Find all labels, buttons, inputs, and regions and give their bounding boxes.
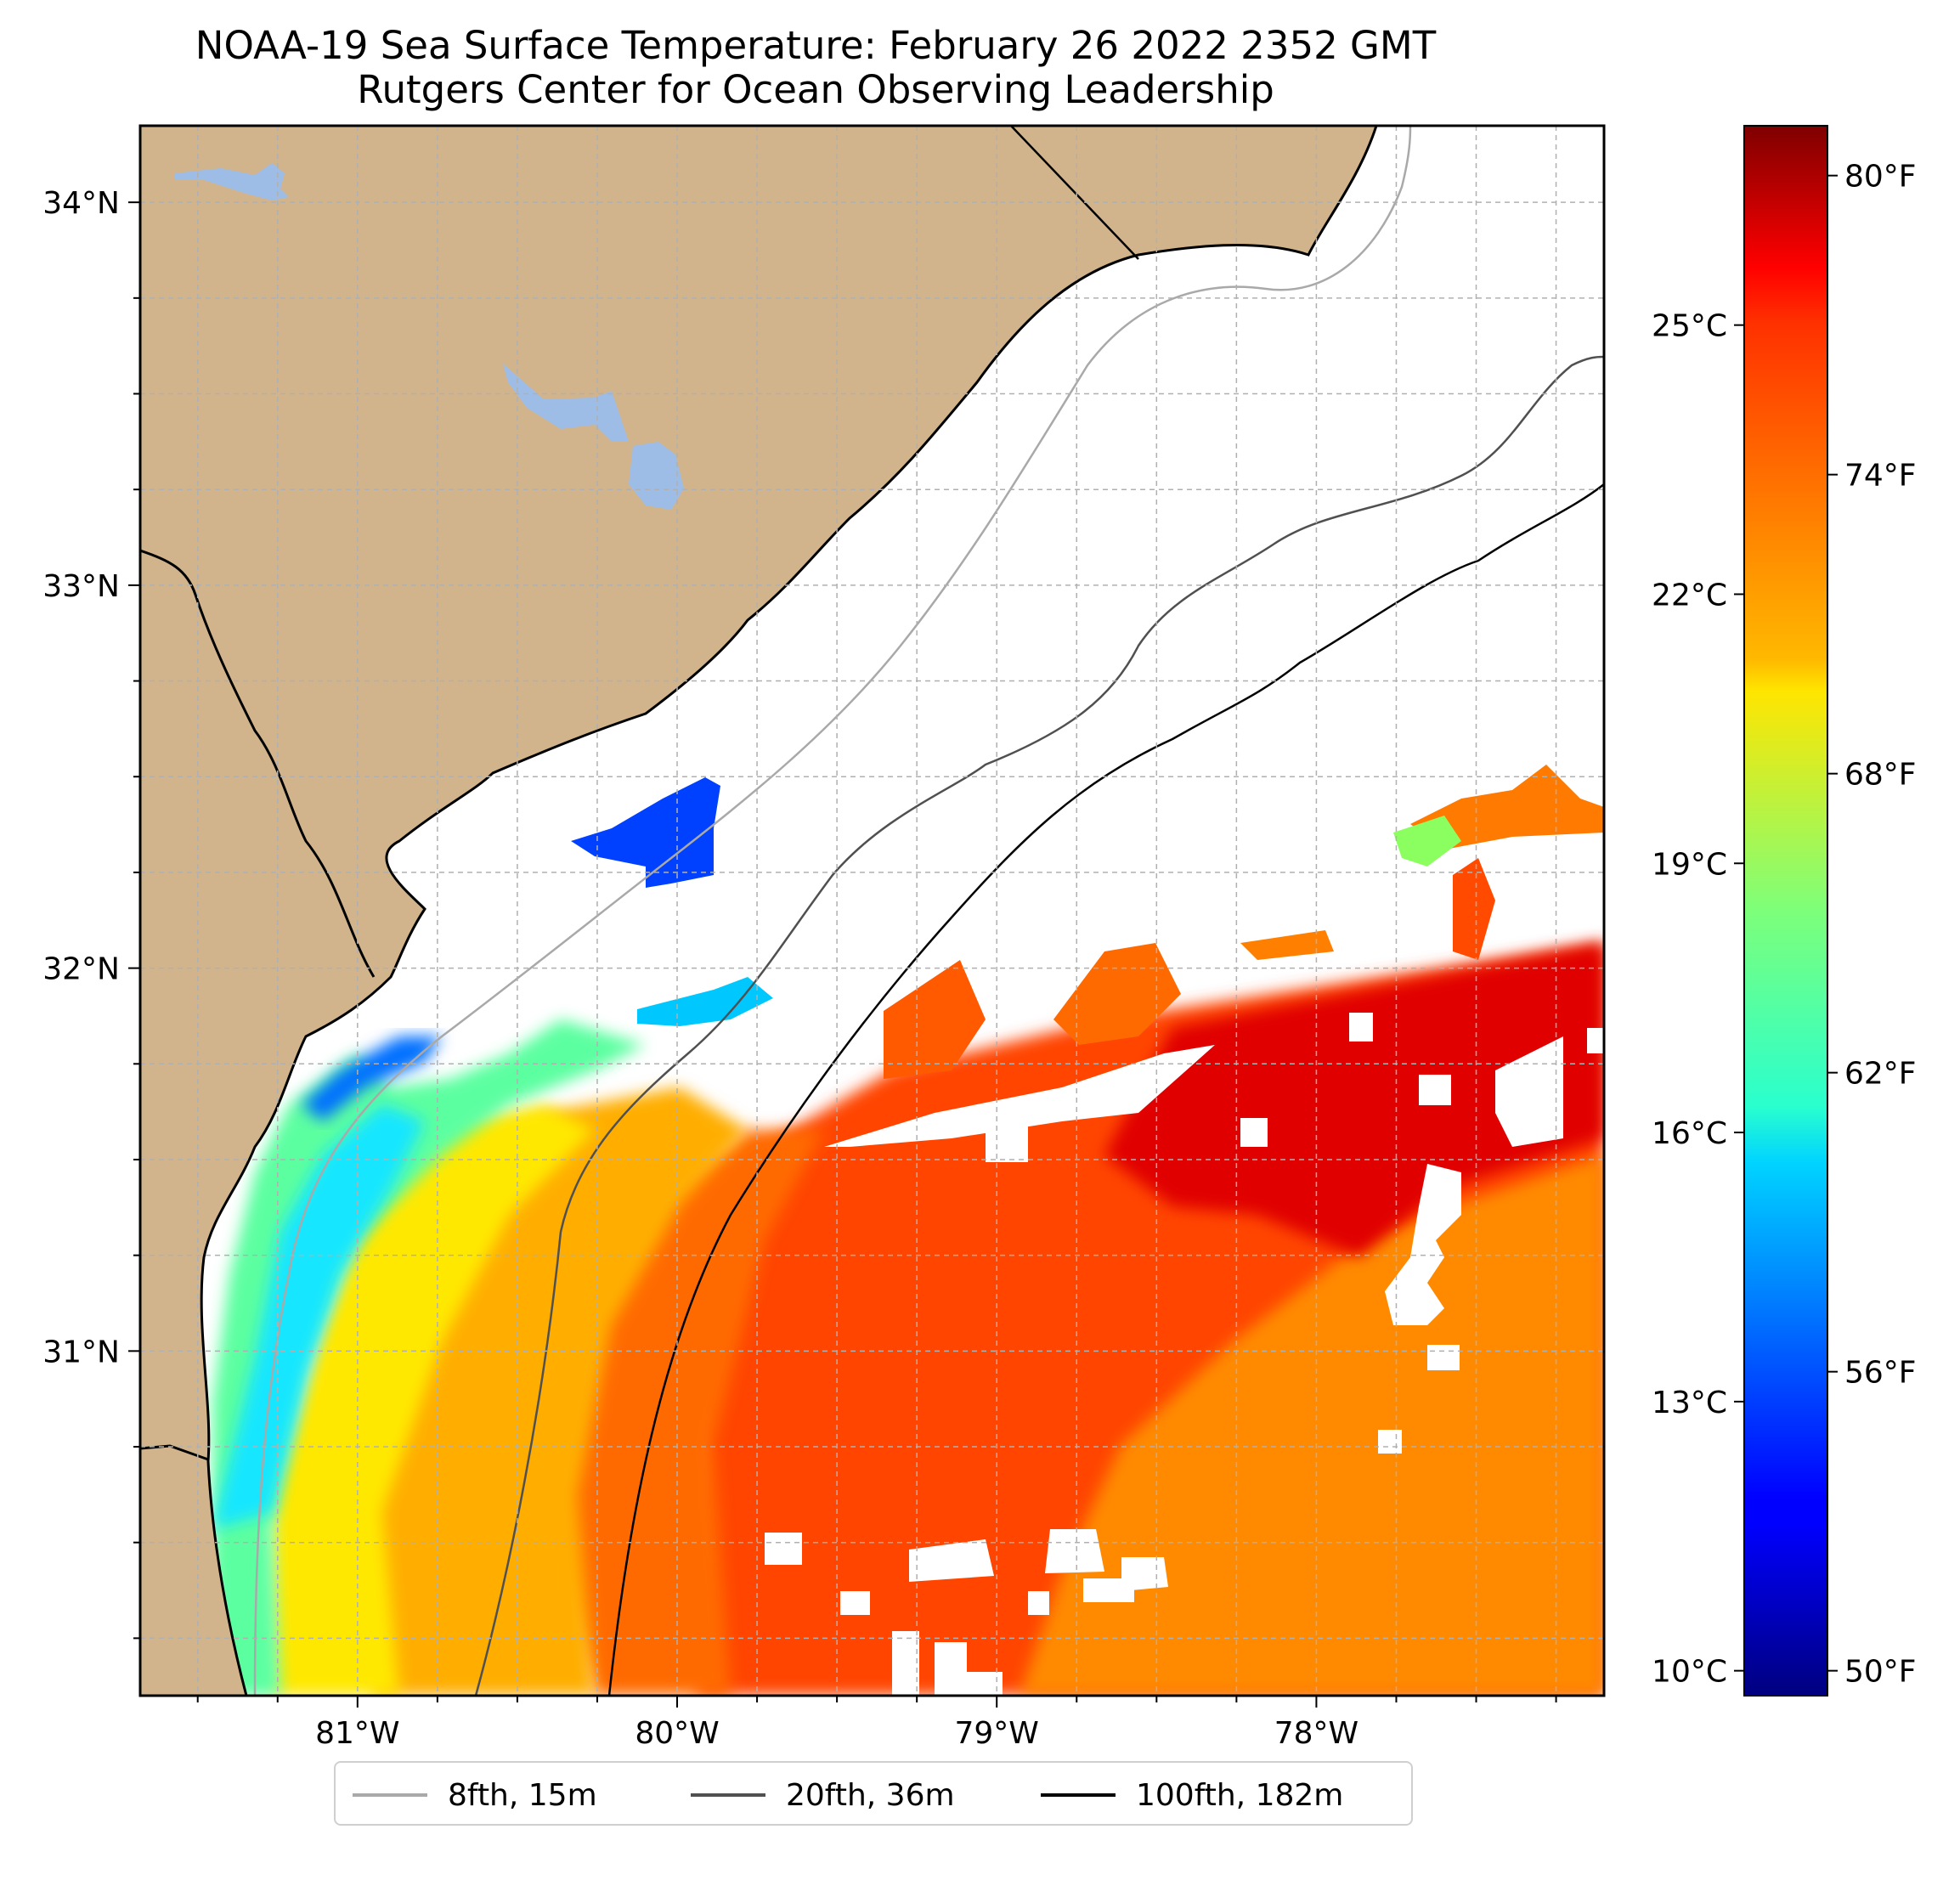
colorbar-ticks: 80°F 74°F 68°F 62°F 56°F 50°F 25°C 22°C 19°C 16°C… — [1652, 160, 1916, 1690]
cloud-patch — [1587, 1028, 1604, 1053]
graticule — [140, 126, 1604, 1696]
longitude-tick-label: 78°W — [1274, 1716, 1358, 1751]
sst-orange-patch-3 — [1240, 930, 1334, 960]
sst-cyan-patch — [637, 977, 773, 1026]
colorbar-label-celsius: 10°C — [1652, 1655, 1727, 1690]
latitude-tick-label: 33°N — [42, 569, 120, 604]
cloud-patch — [840, 1591, 870, 1615]
contour-100fth — [607, 483, 1604, 1696]
map-plot-area — [140, 126, 1604, 1696]
legend-swatch-8fth — [353, 1793, 427, 1797]
cloud-mask — [765, 1013, 1604, 1696]
cloud-patch — [1427, 1345, 1460, 1370]
lake-moultrie — [629, 442, 684, 510]
cloud-patch — [1083, 1578, 1134, 1602]
colorbar-label-celsius: 25°C — [1652, 309, 1727, 344]
sst-red-core — [1104, 943, 1604, 1257]
colorbar-label-celsius: 13°C — [1652, 1386, 1727, 1420]
legend-label: 100fth, 182m — [1136, 1777, 1344, 1813]
cloud-patch — [1240, 1118, 1268, 1147]
cloud-patch — [1045, 1529, 1104, 1573]
cloud-patch — [1028, 1591, 1049, 1615]
legend-item-8fth: 8fth, 15m — [353, 1763, 597, 1827]
colorbar-label-fahrenheit: 56°F — [1844, 1356, 1917, 1391]
sst-cyan-nearshore — [212, 1104, 425, 1529]
colorbar-label-fahrenheit: 68°F — [1844, 758, 1917, 793]
lake-north — [175, 163, 289, 200]
state-border-sc-ga — [140, 549, 376, 978]
legend-item-20fth: 20fth, 36m — [691, 1763, 955, 1827]
cloud-patch — [909, 1539, 994, 1582]
cloud-patch — [1385, 1164, 1461, 1325]
map-axis-ticks: 34°N 33°N 32°N 31°N 81°W 80°W 79°W 78°W — [42, 186, 1557, 1751]
longitude-tick-label: 79°W — [955, 1716, 1039, 1751]
sst-blue-coastal — [302, 1036, 442, 1121]
legend-label: 8fth, 15m — [448, 1777, 597, 1813]
latitude-tick-label: 34°N — [42, 186, 120, 221]
legend-label: 20fth, 36m — [786, 1777, 955, 1813]
sst-orange-patch-1 — [884, 960, 986, 1079]
cloud-streak — [824, 1045, 1215, 1147]
lake-marion — [503, 364, 629, 442]
cloud-patch — [960, 1672, 1003, 1696]
sst-blue-patch — [571, 777, 720, 888]
cloud-patch — [892, 1631, 919, 1696]
colorbar-label-celsius: 19°C — [1652, 847, 1727, 882]
colorbar — [1743, 125, 1828, 1697]
sst-orange-southeast — [1020, 1155, 1604, 1696]
colorbar-label-celsius: 16°C — [1652, 1116, 1727, 1151]
sst-orange-patch-2 — [1053, 943, 1181, 1045]
legend-swatch-20fth — [691, 1793, 765, 1797]
map-frame — [138, 124, 1606, 1697]
cloud-patch — [1378, 1430, 1402, 1454]
sst-green-patch-northeast — [1393, 816, 1461, 867]
latitude-tick-label: 31°N — [42, 1335, 120, 1369]
sst-field — [212, 765, 1604, 1696]
contour-8fth — [253, 126, 1412, 1696]
cloud-patch — [1349, 1013, 1373, 1042]
cloud-patch — [1419, 1075, 1451, 1105]
longitude-tick-label: 81°W — [315, 1716, 399, 1751]
cloud-patch — [765, 1533, 802, 1565]
longitude-tick-label: 80°W — [635, 1716, 719, 1751]
colorbar-label-fahrenheit: 80°F — [1844, 160, 1917, 195]
cloud-patch — [986, 1123, 1028, 1162]
state-border-nc-sc — [1010, 126, 1139, 260]
colorbar-label-fahrenheit: 62°F — [1844, 1057, 1917, 1092]
colorbar-label-fahrenheit: 74°F — [1844, 459, 1917, 494]
land-coastline — [140, 126, 1378, 1696]
latitude-tick-label: 32°N — [42, 952, 120, 987]
contour-20fth — [474, 355, 1604, 1696]
state-border-ga-fl — [140, 1444, 209, 1461]
legend-item-100fth: 100fth, 182m — [1041, 1763, 1343, 1827]
map-subtitle: Rutgers Center for Ocean Observing Leade… — [357, 67, 1274, 112]
contour-legend: 8fth, 15m 20fth, 36m 100fth, 182m — [334, 1761, 1413, 1826]
legend-swatch-100fth — [1041, 1793, 1116, 1797]
map-title: NOAA-19 Sea Surface Temperature: Februar… — [195, 23, 1437, 68]
colorbar-label-celsius: 22°C — [1652, 578, 1727, 613]
colorbar-label-fahrenheit: 50°F — [1844, 1655, 1917, 1690]
sst-red-patch-northeast — [1453, 858, 1495, 960]
